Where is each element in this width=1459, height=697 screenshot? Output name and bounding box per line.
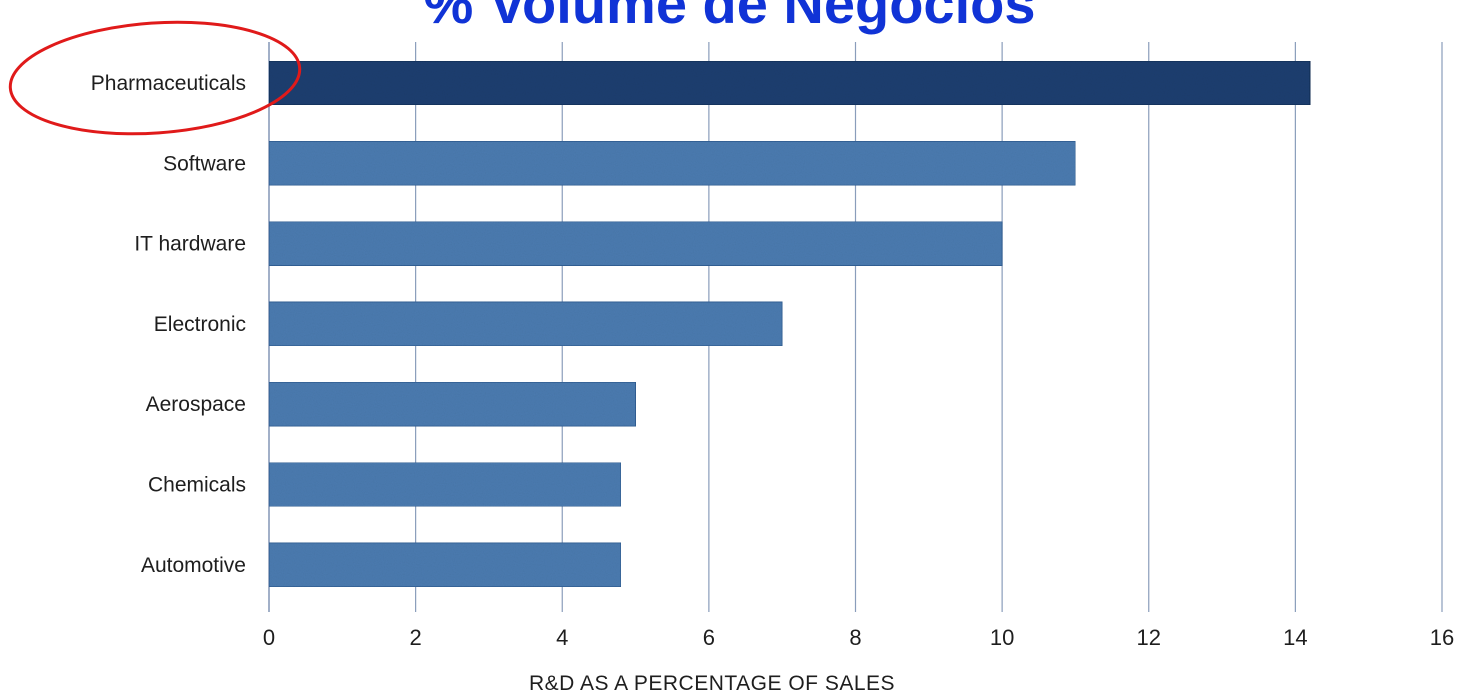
category-label: Software (163, 152, 246, 175)
bar-software (268, 140, 1076, 186)
category-labels: Pharmaceuticals Software IT hardware Electr… (91, 72, 246, 577)
x-tick-label: 2 (410, 625, 422, 650)
x-tick-labels: 0 2 4 6 8 10 12 14 16 (263, 625, 1454, 650)
bar-it-hardware (268, 221, 1003, 267)
bar-chemicals (268, 462, 622, 507)
x-tick-label: 4 (556, 625, 568, 650)
category-label: Electronic (154, 313, 246, 336)
bars (268, 60, 1311, 588)
category-label: Automotive (141, 554, 246, 577)
bar-electronic (268, 301, 783, 347)
x-tick-label: 16 (1430, 625, 1454, 650)
x-tick-label: 0 (263, 625, 275, 650)
x-tick-label: 6 (703, 625, 715, 650)
x-tick-label: 12 (1137, 625, 1161, 650)
category-label: IT hardware (134, 233, 246, 256)
category-label: Aerospace (146, 393, 246, 416)
category-label: Chemicals (148, 474, 246, 497)
category-label: Pharmaceuticals (91, 72, 246, 95)
x-tick-label: 8 (849, 625, 861, 650)
x-tick-label: 10 (990, 625, 1014, 650)
x-tick-label: 14 (1283, 625, 1307, 650)
bar-pharmaceuticals (268, 60, 1311, 106)
slide-title: % Volume de Negócios (423, 0, 1036, 35)
bar-automotive (268, 542, 622, 588)
highlight-ellipse (8, 20, 302, 136)
x-axis-title: R&D AS A PERCENTAGE OF SALES (529, 672, 895, 695)
bar-aerospace (268, 381, 637, 427)
